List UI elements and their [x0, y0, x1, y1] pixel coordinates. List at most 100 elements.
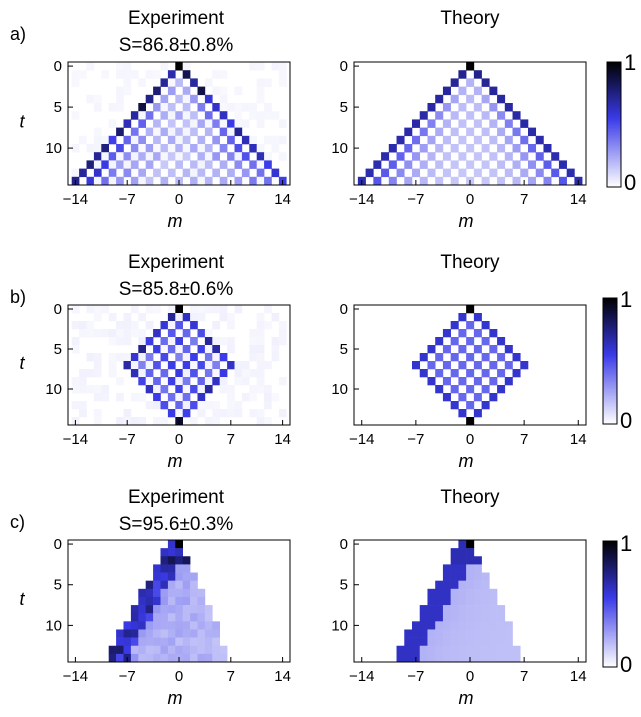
heatmap-cell [473, 86, 482, 96]
heatmap-cell [116, 160, 124, 169]
heatmap-cell [404, 144, 413, 153]
heatmap-cell [504, 119, 513, 128]
heatmap-cell [123, 353, 132, 362]
heatmap-cell [79, 409, 87, 418]
heatmap-cell [512, 127, 521, 137]
x-tick-label: 0 [466, 191, 474, 208]
heatmap-cell [458, 345, 467, 354]
x-tick-label: −7 [407, 431, 424, 448]
heatmap-cell [190, 605, 198, 614]
heatmap-cell [241, 152, 250, 161]
y-tick-label: 5 [54, 99, 62, 116]
heatmap-cell [489, 361, 498, 370]
heatmap-cell [264, 401, 272, 410]
heatmap-cell [71, 321, 80, 330]
heatmap-cell [153, 645, 161, 655]
heatmap-cell [116, 144, 124, 153]
heatmap-cell [256, 417, 265, 426]
x-tick-label: 0 [175, 191, 183, 208]
heatmap-cell [145, 70, 154, 79]
heatmap-cell [153, 168, 161, 178]
heatmap-cell [212, 70, 220, 79]
heatmap-cell [108, 337, 117, 346]
heatmap-cell [497, 94, 506, 104]
heatmap-cell [212, 321, 220, 330]
heatmap-cell [489, 377, 498, 386]
x-tick-label: 14 [570, 668, 587, 685]
heatmap-cell [86, 321, 95, 330]
heatmap-cell [419, 613, 428, 622]
heatmap-cell [167, 613, 176, 622]
heatmap-cell [175, 369, 183, 378]
heatmap-cell [481, 621, 490, 630]
heatmap-cell [256, 144, 265, 153]
heatmap-cell [489, 596, 498, 606]
heatmap-cell [219, 86, 228, 96]
heatmap-b-theory: −14 −7 0 7 14 0 5 10 m [331, 301, 586, 471]
heatmap-cell [182, 645, 191, 655]
heatmap-cell [93, 176, 102, 186]
heatmap-cell [419, 353, 428, 362]
heatmap-cell [450, 605, 459, 614]
heatmap-cell [160, 629, 169, 638]
heatmap-cell [79, 329, 87, 338]
heatmap-cell [182, 596, 191, 606]
heatmap-cell [404, 176, 413, 186]
heatmap-cell [404, 637, 413, 647]
heatmap-cell [419, 160, 428, 169]
heatmap-cell [450, 556, 459, 565]
y-axis-label: t [19, 112, 25, 132]
heatmap-cell [264, 152, 272, 161]
heatmap-cell [182, 135, 191, 145]
heatmap-cell [182, 377, 191, 386]
heatmap-cell [71, 168, 80, 178]
heatmap-cell [535, 152, 544, 161]
heatmap-cell [412, 152, 421, 161]
heatmap-cell [145, 361, 154, 370]
heatmap-cell [116, 629, 124, 638]
heatmap-cell [130, 135, 139, 145]
heatmap-cell [234, 111, 243, 120]
heatmap-cell [145, 588, 154, 598]
heatmap-cell [71, 345, 80, 354]
heatmap-cell [442, 361, 451, 370]
heatmap-b-experiment: −14 −7 0 7 14 0 5 10 m t [19, 301, 290, 471]
heatmap-cell [512, 653, 521, 663]
heatmap-cell [130, 111, 139, 120]
heatmap-cell [427, 653, 436, 663]
heatmap-cell [473, 596, 482, 606]
heatmap-cell [219, 305, 228, 314]
heatmap-cell [481, 653, 490, 663]
heatmap-cell [182, 111, 191, 120]
heatmap-cell [427, 361, 436, 370]
experiment-title-b: Experiment [128, 252, 225, 273]
heatmap-cell [212, 401, 220, 410]
heatmap-cell [93, 168, 102, 178]
heatmap-cell [497, 385, 506, 394]
heatmap-cell [123, 361, 132, 370]
heatmap-cell [153, 605, 161, 614]
heatmap-cell [175, 588, 183, 598]
heatmap-cell [473, 588, 482, 598]
heatmap-cell [153, 70, 161, 79]
heatmap-cell [473, 605, 482, 614]
heatmap-cell [160, 596, 169, 606]
heatmap-cell [504, 645, 513, 655]
heatmap-cell [79, 369, 87, 378]
heatmap-cell [435, 653, 444, 663]
x-tick-label: 7 [227, 431, 235, 448]
heatmap-cell [197, 176, 206, 186]
heatmap-cell [473, 103, 482, 112]
heatmap-cell [481, 588, 490, 598]
x-tick-label: 0 [175, 431, 183, 448]
heatmap-cell [489, 103, 498, 112]
heatmap-cell [190, 94, 198, 104]
heatmap-cell [219, 176, 228, 186]
heatmap-cell [175, 385, 183, 394]
heatmap-cell [278, 329, 287, 338]
heatmap-cell [71, 377, 80, 386]
heatmap-cell [130, 361, 139, 370]
heatmap-cell [473, 168, 482, 178]
heatmap-cell [153, 621, 161, 630]
